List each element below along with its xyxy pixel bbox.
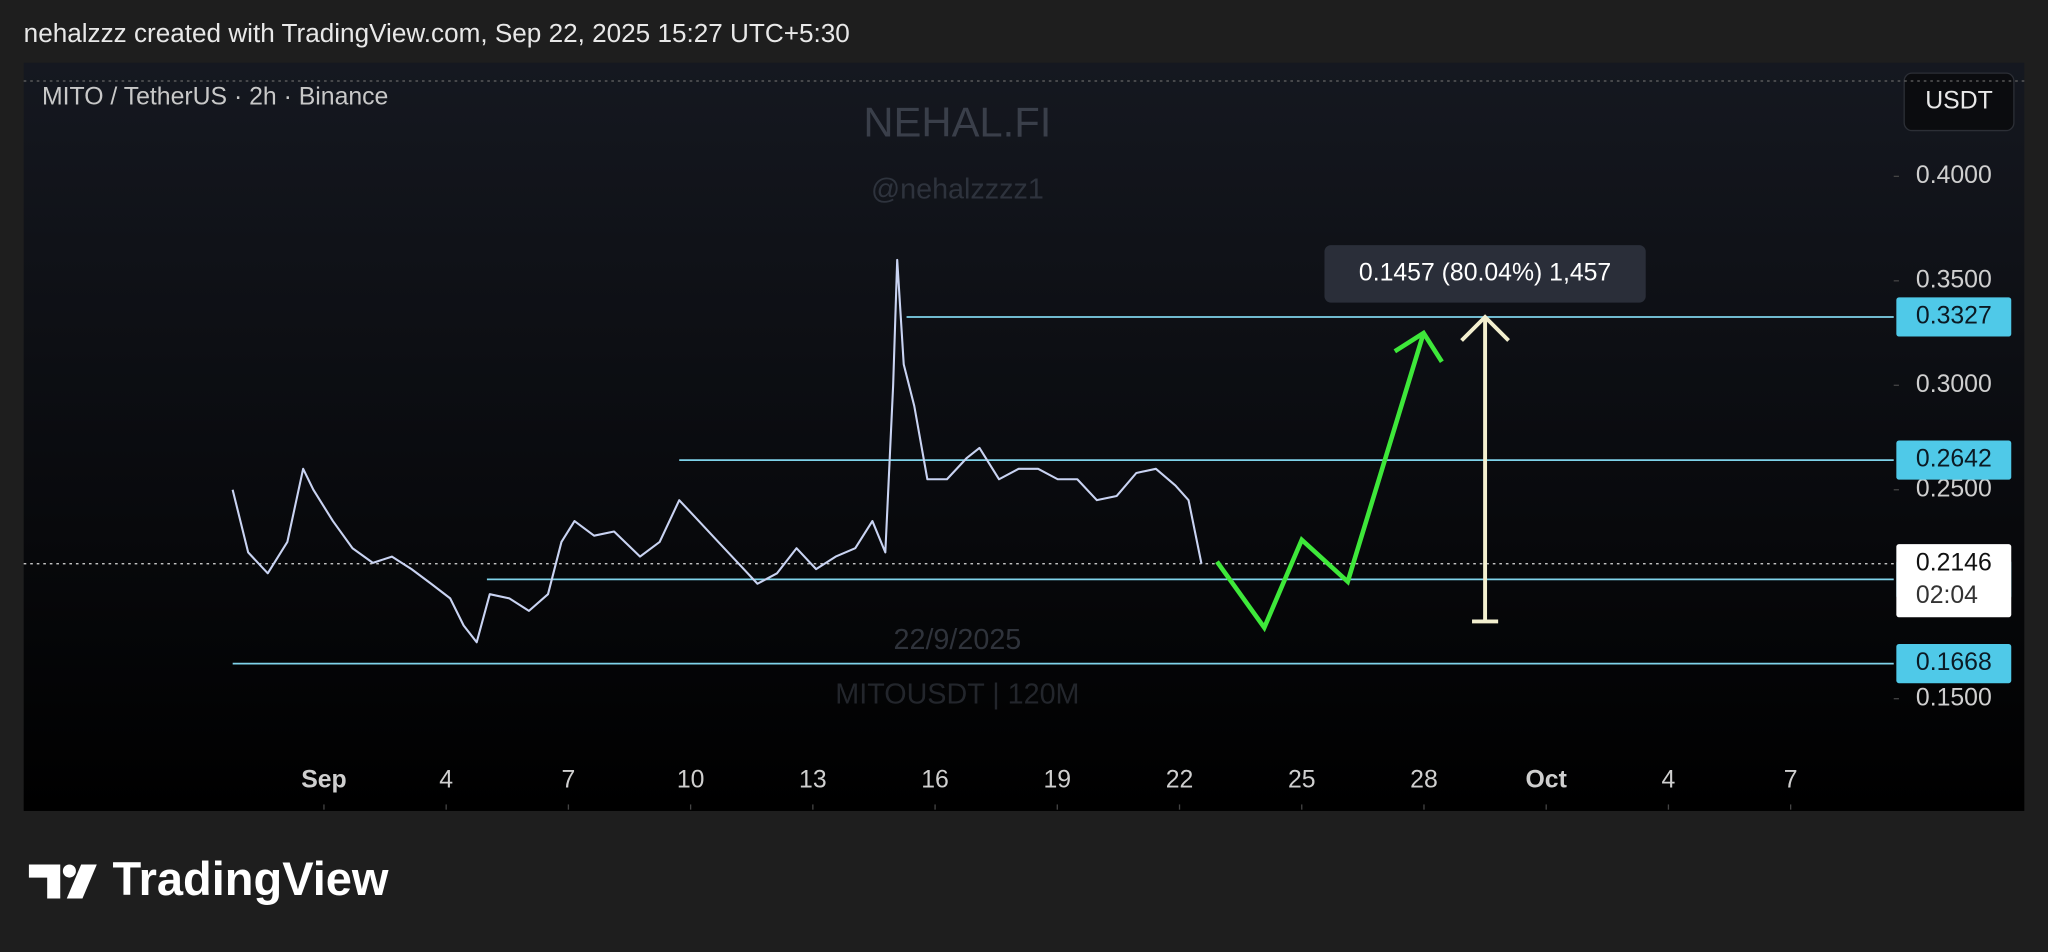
price-label-box: [1896, 297, 2012, 337]
projection-path: [1215, 332, 1426, 633]
x-tick-label: 10: [677, 766, 705, 793]
y-tick-label: 0.1500: [1916, 684, 1992, 711]
currency-button[interactable]: [1903, 72, 2015, 132]
y-tick-label: 0.3000: [1916, 371, 1992, 398]
currency-button-label[interactable]: USDT: [1925, 87, 1993, 114]
measure-label-box: [1324, 245, 1646, 303]
price-label-box: [1896, 644, 2012, 684]
x-tick-label: 4: [1662, 766, 1676, 793]
price-label: 0.3327: [1916, 303, 1992, 330]
watermark: 22/9/2025: [894, 624, 1022, 656]
symbol-info: MITO / TetherUS · 2h · Binance: [42, 83, 388, 110]
x-tick-label: 13: [799, 766, 827, 793]
x-tick-label: 4: [439, 766, 453, 793]
price-label-box: [1896, 440, 2012, 480]
watermark: MITOUSDT | 120M: [835, 679, 1079, 711]
price-line: [231, 258, 1203, 644]
x-tick-label: 7: [1784, 766, 1798, 793]
logo-text: TradingView: [112, 852, 388, 905]
projection-arrowhead: [1393, 329, 1444, 364]
logo: TradingView: [28, 852, 389, 905]
countdown: 02:04: [1916, 582, 1978, 609]
watermark: @nehalzzzz1: [871, 173, 1044, 205]
watermark: NEHAL.FI: [863, 98, 1051, 145]
price-label: 0.1668: [1916, 649, 1992, 676]
x-tick-label: Sep: [301, 766, 346, 793]
x-tick-label: 19: [1044, 766, 1072, 793]
logo-icon: [62, 864, 76, 878]
x-tick-label: 28: [1410, 766, 1438, 793]
price-label: 0.2642: [1916, 446, 1992, 473]
chart-pane: [23, 62, 2025, 811]
measure-label: 0.1457 (80.04%) 1,457: [1359, 259, 1611, 286]
logo-icon: [66, 864, 97, 899]
y-tick-label: 0.2500: [1916, 475, 1992, 502]
x-tick-label: 22: [1166, 766, 1194, 793]
last-price-label: 0.2146: [1916, 549, 1992, 576]
measure-arrowhead: [1460, 314, 1510, 342]
x-tick-label: 7: [562, 766, 576, 793]
logo-icon: [28, 864, 61, 899]
header: nehalzzz created with TradingView.com, S…: [24, 18, 850, 48]
x-tick-label: Oct: [1526, 766, 1567, 793]
y-tick-label: 0.4000: [1916, 162, 1992, 189]
plot: 0.4000 0.3500 0.3000 0.2500 0.1500 Sep 4 7 10 13 1…: [23, 80, 2025, 810]
x-tick-label: 16: [921, 766, 949, 793]
y-tick-label: 0.3500: [1916, 266, 1992, 293]
x-tick-label: 25: [1288, 766, 1316, 793]
last-price-box: [1896, 544, 2012, 618]
